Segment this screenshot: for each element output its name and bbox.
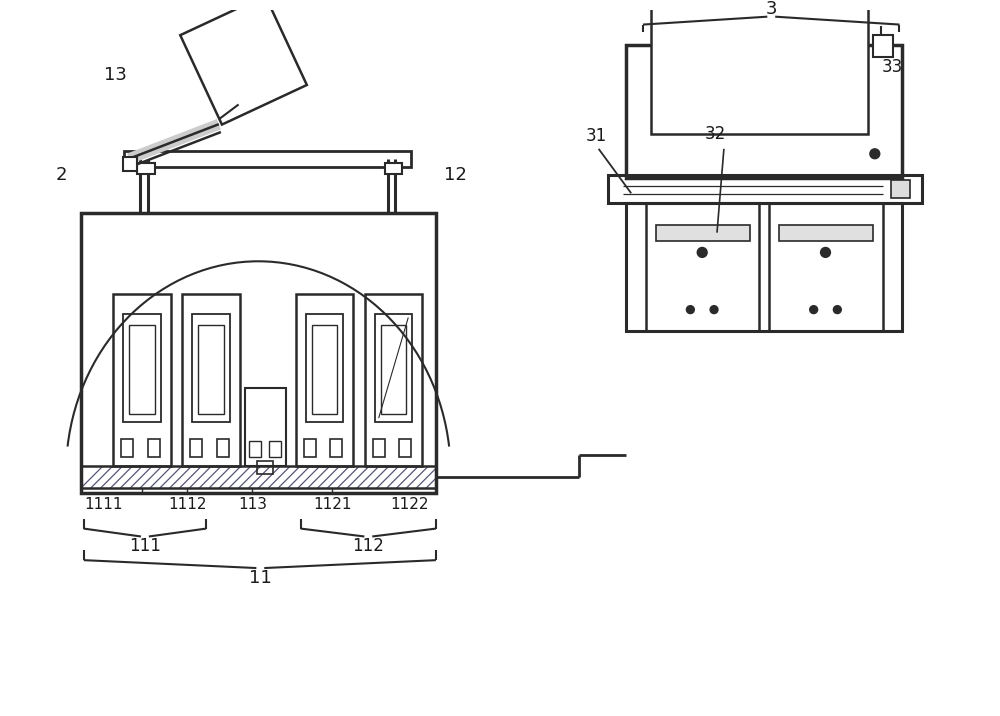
Bar [217, 439, 229, 457]
Text: 113: 113 [238, 498, 267, 513]
Circle shape [870, 149, 880, 159]
Bar [192, 314, 230, 422]
Bar [608, 175, 922, 203]
Bar [873, 35, 893, 57]
Bar [769, 203, 883, 332]
Text: 32: 32 [704, 125, 726, 143]
Bar [306, 314, 343, 422]
Bar [373, 439, 385, 457]
Bar [385, 163, 402, 175]
Bar [399, 439, 411, 457]
Text: 1112: 1112 [168, 498, 207, 513]
Bar [296, 294, 353, 466]
Circle shape [810, 306, 818, 314]
Bar [651, 0, 868, 134]
Circle shape [697, 248, 707, 257]
Bar [113, 294, 171, 466]
Circle shape [710, 306, 718, 314]
Bar [381, 325, 406, 414]
Bar [330, 439, 342, 457]
Circle shape [686, 306, 694, 314]
Bar [137, 163, 155, 175]
Bar [124, 151, 411, 167]
Circle shape [821, 248, 830, 257]
Text: 13: 13 [104, 66, 127, 84]
Circle shape [833, 306, 841, 314]
Text: 112: 112 [352, 537, 384, 556]
Bar [304, 439, 316, 457]
Text: 33: 33 [882, 58, 903, 76]
Bar [121, 439, 133, 457]
Bar [626, 45, 902, 178]
Bar [182, 294, 240, 466]
Bar [646, 203, 759, 332]
Bar [656, 225, 750, 241]
Bar [891, 180, 910, 198]
Bar [626, 203, 902, 332]
Bar [190, 439, 202, 457]
Bar [123, 314, 161, 422]
Bar [375, 314, 412, 422]
Bar [81, 213, 436, 493]
Bar [365, 294, 422, 466]
Bar [123, 157, 137, 170]
Text: 1111: 1111 [84, 498, 123, 513]
Text: 3: 3 [765, 0, 777, 18]
Bar [249, 441, 261, 457]
Text: 11: 11 [249, 569, 272, 587]
Bar [129, 325, 155, 414]
Text: 12: 12 [444, 167, 467, 185]
Bar [779, 225, 873, 241]
Bar [148, 439, 160, 457]
Text: 2: 2 [55, 167, 67, 185]
Text: 1121: 1121 [313, 498, 352, 513]
Bar [257, 460, 273, 474]
Bar [269, 441, 281, 457]
Bar [312, 325, 337, 414]
Text: 31: 31 [586, 127, 607, 145]
Text: 111: 111 [129, 537, 161, 556]
Text: 1122: 1122 [390, 498, 429, 513]
Bar [198, 325, 224, 414]
Bar [81, 466, 436, 488]
Polygon shape [180, 0, 307, 125]
Bar [245, 387, 286, 466]
